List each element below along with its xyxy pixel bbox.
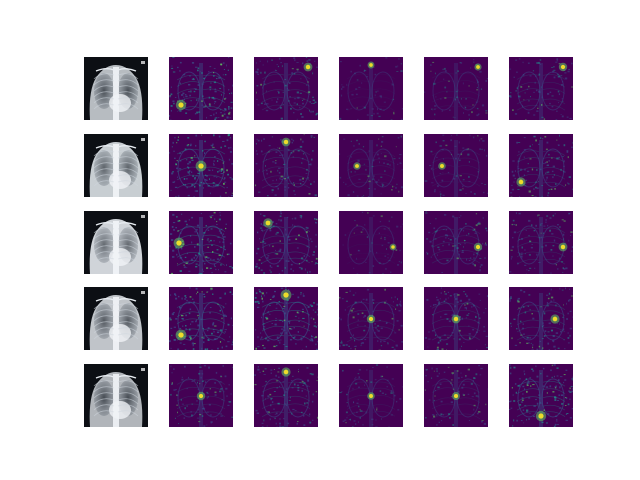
- saliency-map-image: [509, 211, 573, 274]
- heatmap-graphic: [424, 57, 488, 120]
- saliency-map-image: [424, 134, 488, 197]
- heatmap-graphic: [339, 287, 403, 350]
- chest-xray-image: [84, 57, 148, 120]
- chest-xray-image: [84, 287, 148, 350]
- heatmap-graphic: [169, 57, 233, 120]
- saliency-map-image: [339, 134, 403, 197]
- saliency-map-image: [339, 211, 403, 274]
- saliency-map-image: [339, 287, 403, 350]
- heatmap-graphic: [339, 134, 403, 197]
- heatmap-graphic: [254, 57, 318, 120]
- saliency-map-image: [509, 364, 573, 427]
- heatmap-graphic: [339, 211, 403, 274]
- saliency-map-image: [509, 287, 573, 350]
- saliency-map-image: [509, 134, 573, 197]
- saliency-map-image: [169, 57, 233, 120]
- heatmap-graphic: [424, 211, 488, 274]
- xray-graphic: [84, 287, 148, 350]
- xray-graphic: [84, 57, 148, 120]
- saliency-map-image: [254, 287, 318, 350]
- heatmap-graphic: [424, 287, 488, 350]
- heatmap-graphic: [509, 57, 573, 120]
- heatmap-graphic: [424, 134, 488, 197]
- heatmap-graphic: [509, 211, 573, 274]
- saliency-map-image: [424, 211, 488, 274]
- saliency-map-image: [509, 57, 573, 120]
- saliency-map-image: [424, 287, 488, 350]
- saliency-map-image: [254, 57, 318, 120]
- xray-graphic: [84, 134, 148, 197]
- heatmap-graphic: [169, 211, 233, 274]
- heatmap-graphic: [254, 211, 318, 274]
- heatmap-graphic: [339, 364, 403, 427]
- heatmap-graphic: [169, 134, 233, 197]
- chest-xray-image: [84, 134, 148, 197]
- saliency-map-image: [169, 211, 233, 274]
- heatmap-graphic: [169, 287, 233, 350]
- heatmap-graphic: [169, 364, 233, 427]
- saliency-map-image: [424, 57, 488, 120]
- heatmap-graphic: [509, 287, 573, 350]
- heatmap-graphic: [424, 364, 488, 427]
- heatmap-graphic: [254, 287, 318, 350]
- saliency-map-image: [169, 364, 233, 427]
- heatmap-graphic: [254, 364, 318, 427]
- heatmap-graphic: [339, 57, 403, 120]
- saliency-map-image: [254, 211, 318, 274]
- xray-graphic: [84, 364, 148, 427]
- saliency-map-image: [169, 287, 233, 350]
- saliency-map-image: [339, 57, 403, 120]
- saliency-map-image: [254, 134, 318, 197]
- saliency-map-image: [169, 134, 233, 197]
- chest-xray-image: [84, 364, 148, 427]
- xray-graphic: [84, 211, 148, 274]
- saliency-map-image: [254, 364, 318, 427]
- saliency-map-image: [339, 364, 403, 427]
- heatmap-graphic: [509, 134, 573, 197]
- heatmap-graphic: [509, 364, 573, 427]
- saliency-map-image: [424, 364, 488, 427]
- heatmap-graphic: [254, 134, 318, 197]
- chest-xray-image: [84, 211, 148, 274]
